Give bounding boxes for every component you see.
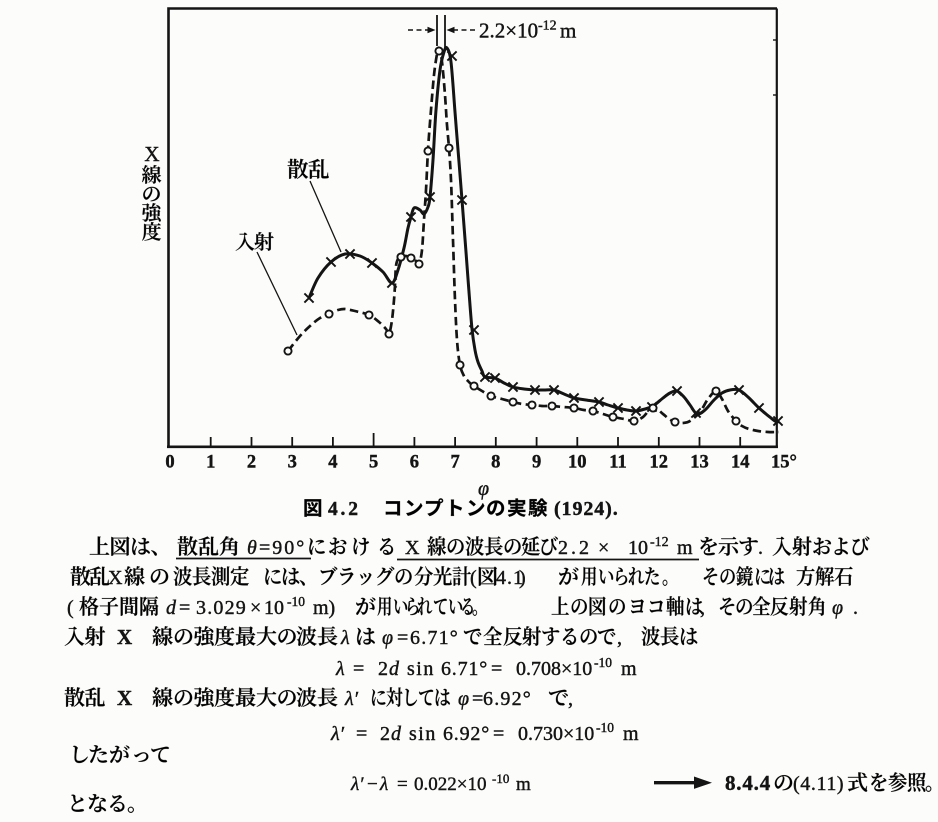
- svg-text:m: m: [621, 658, 637, 680]
- svg-text:λ′: λ′: [344, 688, 359, 710]
- svg-text:sin: sin: [409, 723, 437, 745]
- svg-text:6: 6: [410, 453, 419, 473]
- svg-text:0: 0: [165, 453, 174, 473]
- svg-text:2.2: 2.2: [558, 537, 592, 559]
- svg-text:2.2×10: 2.2×10: [479, 19, 538, 43]
- svg-text:=: =: [356, 723, 367, 745]
- svg-text:13: 13: [690, 453, 709, 473]
- svg-text:3: 3: [288, 453, 297, 473]
- svg-text:(: (: [67, 597, 74, 619]
- svg-text:,: ,: [700, 597, 705, 619]
- svg-text:): ): [519, 567, 526, 589]
- svg-text:φ: φ: [832, 597, 843, 619]
- svg-text:0.022×10: 0.022×10: [414, 774, 486, 795]
- svg-text:m: m: [623, 723, 639, 745]
- svg-text:-10: -10: [492, 771, 509, 786]
- svg-text:6.71°: 6.71°: [410, 627, 459, 649]
- svg-text:θ: θ: [247, 537, 257, 559]
- svg-text:-10: -10: [287, 594, 305, 609]
- svg-text:X: X: [108, 567, 123, 589]
- svg-text:(1924).: (1924).: [554, 498, 619, 520]
- svg-text:m: m: [516, 774, 531, 795]
- svg-text:10: 10: [568, 453, 587, 473]
- svg-text:X: X: [117, 686, 132, 710]
- svg-text:=: =: [397, 774, 408, 795]
- svg-text:.: .: [758, 537, 763, 559]
- svg-text:1: 1: [206, 453, 215, 473]
- svg-text:10: 10: [264, 597, 284, 619]
- svg-text:4.1: 4.1: [496, 567, 524, 589]
- svg-text:8.4.4: 8.4.4: [725, 771, 771, 795]
- svg-text:7: 7: [450, 453, 459, 473]
- svg-text:m: m: [560, 19, 576, 43]
- svg-text:=90°: =90°: [259, 537, 306, 559]
- svg-text:8: 8: [491, 453, 500, 473]
- svg-text:-12: -12: [650, 535, 669, 550]
- svg-text:3.029: 3.029: [196, 597, 247, 619]
- svg-text:2: 2: [378, 658, 388, 680]
- svg-text:=: =: [472, 688, 483, 710]
- svg-text:-10: -10: [594, 655, 612, 670]
- svg-text:m: m: [677, 537, 693, 559]
- svg-text:λ′: λ′: [330, 723, 345, 745]
- svg-text:m): m): [313, 597, 335, 619]
- svg-text:,: ,: [568, 688, 573, 710]
- svg-text:4: 4: [328, 453, 337, 473]
- svg-text:−: −: [367, 774, 378, 795]
- svg-text:sin: sin: [407, 658, 435, 680]
- svg-text:=: =: [493, 723, 504, 745]
- svg-text:=: =: [179, 597, 190, 619]
- svg-text:.: .: [853, 597, 858, 619]
- svg-text:=: =: [491, 658, 502, 680]
- svg-text:12: 12: [650, 453, 669, 473]
- svg-text:6.92°: 6.92°: [443, 723, 490, 745]
- svg-text:X: X: [117, 625, 132, 649]
- svg-text:10: 10: [628, 537, 648, 559]
- svg-text:X: X: [144, 142, 159, 166]
- svg-text:0.730×10: 0.730×10: [518, 723, 594, 745]
- svg-text:9: 9: [532, 453, 541, 473]
- svg-text:λ′: λ′: [350, 774, 364, 795]
- svg-text:×: ×: [250, 597, 261, 619]
- svg-text:14: 14: [731, 453, 750, 473]
- svg-text:d: d: [389, 658, 400, 680]
- svg-text:-12: -12: [538, 19, 557, 34]
- svg-text:d: d: [166, 597, 177, 619]
- svg-text:,: ,: [617, 627, 622, 649]
- svg-text:2: 2: [247, 453, 256, 473]
- svg-text:X: X: [405, 537, 420, 559]
- svg-text:6.92°: 6.92°: [483, 688, 532, 710]
- svg-text:2: 2: [380, 723, 390, 745]
- svg-text:λ: λ: [335, 658, 345, 680]
- svg-text:15°: 15°: [771, 453, 797, 473]
- svg-text:λ: λ: [379, 774, 388, 795]
- svg-text:6.71°: 6.71°: [441, 658, 488, 680]
- svg-text:5: 5: [369, 453, 378, 473]
- svg-text:φ: φ: [382, 627, 393, 649]
- svg-text:-10: -10: [596, 720, 614, 735]
- svg-text:φ: φ: [478, 478, 489, 500]
- svg-text:φ: φ: [458, 688, 469, 710]
- svg-text:11: 11: [609, 453, 626, 473]
- svg-text:4.2: 4.2: [328, 499, 361, 520]
- svg-text:λ: λ: [340, 627, 350, 649]
- svg-text:=: =: [397, 627, 408, 649]
- svg-text:×: ×: [598, 537, 609, 559]
- svg-text:d: d: [391, 723, 402, 745]
- svg-text:=: =: [353, 658, 364, 680]
- svg-text:(: (: [470, 567, 477, 589]
- svg-text:(4.11): (4.11): [793, 773, 844, 795]
- svg-text:0.708×10: 0.708×10: [516, 658, 592, 680]
